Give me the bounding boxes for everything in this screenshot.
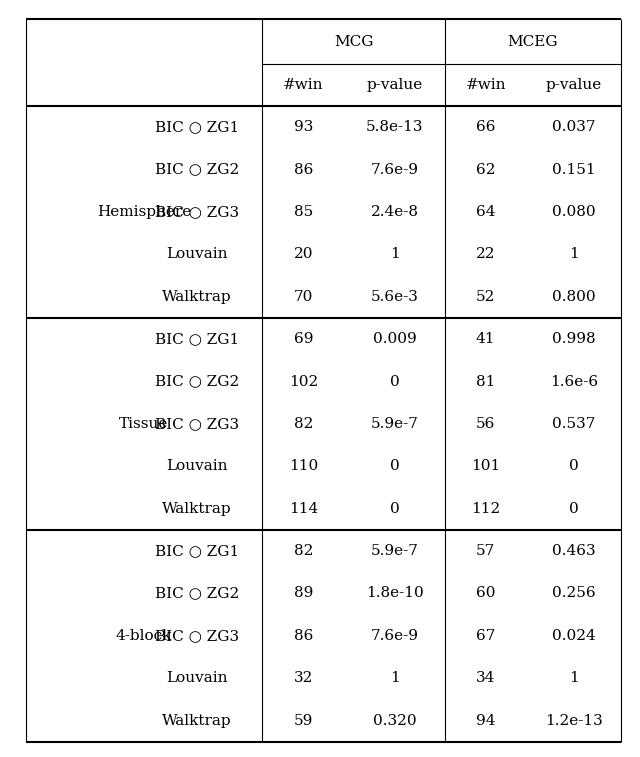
Text: #win: #win — [465, 78, 506, 92]
Text: 20: 20 — [294, 248, 313, 261]
Text: 0.256: 0.256 — [552, 587, 596, 600]
Text: 52: 52 — [476, 290, 495, 304]
Text: 112: 112 — [471, 502, 500, 516]
Text: 41: 41 — [476, 332, 495, 346]
Text: BIC ○ ZG2: BIC ○ ZG2 — [155, 587, 239, 600]
Text: 2.4e-8: 2.4e-8 — [371, 205, 419, 219]
Text: 69: 69 — [294, 332, 313, 346]
Text: BIC ○ ZG3: BIC ○ ZG3 — [155, 417, 239, 431]
Text: 64: 64 — [476, 205, 495, 219]
Text: 0.800: 0.800 — [552, 290, 596, 304]
Text: 1.8e-10: 1.8e-10 — [365, 587, 424, 600]
Text: BIC ○ ZG2: BIC ○ ZG2 — [155, 375, 239, 388]
Text: 1: 1 — [569, 671, 579, 685]
Text: BIC ○ ZG3: BIC ○ ZG3 — [155, 205, 239, 219]
Text: p-value: p-value — [367, 78, 422, 92]
Text: 1: 1 — [390, 248, 399, 261]
Text: 32: 32 — [294, 671, 313, 685]
Text: 59: 59 — [294, 714, 313, 727]
Text: Hemisphere: Hemisphere — [97, 205, 191, 219]
Text: 0: 0 — [569, 502, 579, 516]
Text: 62: 62 — [476, 163, 495, 176]
Text: 5.9e-7: 5.9e-7 — [371, 544, 419, 558]
Text: 70: 70 — [294, 290, 313, 304]
Text: 101: 101 — [471, 459, 500, 473]
Text: p-value: p-value — [546, 78, 602, 92]
Text: 0.080: 0.080 — [552, 205, 596, 219]
Text: 93: 93 — [294, 120, 313, 134]
Text: Louvain: Louvain — [166, 248, 228, 261]
Text: 81: 81 — [476, 375, 495, 388]
Text: MCG: MCG — [334, 35, 373, 48]
Text: 0: 0 — [390, 375, 399, 388]
Text: 110: 110 — [289, 459, 318, 473]
Text: 67: 67 — [476, 629, 495, 643]
Text: 0.537: 0.537 — [552, 417, 595, 431]
Text: 0: 0 — [390, 502, 399, 516]
Text: 5.9e-7: 5.9e-7 — [371, 417, 419, 431]
Text: 86: 86 — [294, 629, 313, 643]
Text: 0.463: 0.463 — [552, 544, 596, 558]
Text: Walktrap: Walktrap — [163, 290, 232, 304]
Text: 22: 22 — [476, 248, 495, 261]
Text: 7.6e-9: 7.6e-9 — [371, 629, 419, 643]
Text: 0.037: 0.037 — [552, 120, 595, 134]
Text: BIC ○ ZG1: BIC ○ ZG1 — [155, 544, 239, 558]
Text: 57: 57 — [476, 544, 495, 558]
Text: 60: 60 — [476, 587, 495, 600]
Text: 0.998: 0.998 — [552, 332, 596, 346]
Text: 1: 1 — [390, 671, 399, 685]
Text: 86: 86 — [294, 163, 313, 176]
Text: 89: 89 — [294, 587, 313, 600]
Text: Louvain: Louvain — [166, 459, 228, 473]
Text: Walktrap: Walktrap — [163, 502, 232, 516]
Text: 0.320: 0.320 — [372, 714, 417, 727]
Text: BIC ○ ZG3: BIC ○ ZG3 — [155, 629, 239, 643]
Text: 56: 56 — [476, 417, 495, 431]
Text: #win: #win — [284, 78, 324, 92]
Text: 66: 66 — [476, 120, 495, 134]
Text: Tissue: Tissue — [119, 417, 169, 431]
Text: 102: 102 — [289, 375, 318, 388]
Text: 0: 0 — [569, 459, 579, 473]
Text: Walktrap: Walktrap — [163, 714, 232, 727]
Text: 4-block: 4-block — [116, 629, 172, 643]
Text: BIC ○ ZG2: BIC ○ ZG2 — [155, 163, 239, 176]
Text: 0.009: 0.009 — [372, 332, 417, 346]
Text: 7.6e-9: 7.6e-9 — [371, 163, 419, 176]
Text: BIC ○ ZG1: BIC ○ ZG1 — [155, 332, 239, 346]
Text: MCEG: MCEG — [508, 35, 558, 48]
Text: BIC ○ ZG1: BIC ○ ZG1 — [155, 120, 239, 134]
Text: 0.024: 0.024 — [552, 629, 596, 643]
Text: 0.151: 0.151 — [552, 163, 596, 176]
Text: 114: 114 — [289, 502, 318, 516]
Text: 5.6e-3: 5.6e-3 — [371, 290, 419, 304]
Text: 0: 0 — [390, 459, 399, 473]
Text: 1.6e-6: 1.6e-6 — [550, 375, 598, 388]
Text: 85: 85 — [294, 205, 313, 219]
Text: 82: 82 — [294, 417, 313, 431]
Text: 5.8e-13: 5.8e-13 — [366, 120, 423, 134]
Text: 82: 82 — [294, 544, 313, 558]
Text: 1: 1 — [569, 248, 579, 261]
Text: 34: 34 — [476, 671, 495, 685]
Text: Louvain: Louvain — [166, 671, 228, 685]
Text: 94: 94 — [476, 714, 495, 727]
Text: 1.2e-13: 1.2e-13 — [545, 714, 603, 727]
